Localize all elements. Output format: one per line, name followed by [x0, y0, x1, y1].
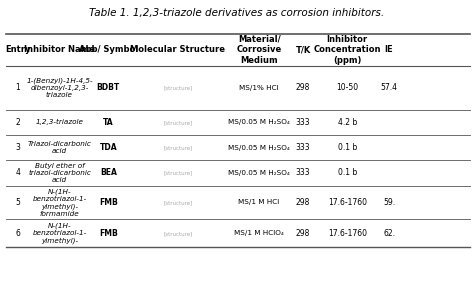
Text: 1,2,3-triazole: 1,2,3-triazole [36, 119, 83, 125]
Text: 10-50: 10-50 [336, 83, 358, 92]
Text: 5: 5 [15, 198, 20, 207]
Text: MS/0.05 M H₂SO₄: MS/0.05 M H₂SO₄ [228, 170, 290, 176]
Text: 298: 298 [296, 83, 310, 92]
Text: Table 1. 1,2,3-triazole derivatives as corrosion inhibitors.: Table 1. 1,2,3-triazole derivatives as c… [90, 9, 384, 18]
Text: BDBT: BDBT [97, 83, 120, 92]
Text: MS/1 M HClO₄: MS/1 M HClO₄ [234, 230, 284, 236]
Text: 333: 333 [296, 143, 310, 152]
Text: 1: 1 [15, 83, 20, 92]
Text: 333: 333 [296, 168, 310, 178]
Text: MS/0.05 M H₂SO₄: MS/0.05 M H₂SO₄ [228, 145, 290, 151]
Text: 3: 3 [15, 143, 20, 152]
Text: N-(1H-
benzotriazol-1-
ylmethyl)-: N-(1H- benzotriazol-1- ylmethyl)- [32, 223, 87, 244]
Text: 62.: 62. [383, 229, 395, 238]
Text: [structure]: [structure] [163, 231, 192, 236]
Text: MS/1% HCl: MS/1% HCl [239, 85, 279, 91]
Text: BEA: BEA [100, 168, 117, 178]
Text: Material/
Corrosive
Medium: Material/ Corrosive Medium [237, 35, 282, 65]
Text: [structure]: [structure] [163, 85, 192, 90]
Text: Inhibitor Name: Inhibitor Name [24, 45, 95, 55]
Text: 298: 298 [296, 198, 310, 207]
Text: 2: 2 [15, 118, 20, 127]
Text: 17.6-1760: 17.6-1760 [328, 198, 367, 207]
Text: FMB: FMB [99, 198, 118, 207]
Text: MS/1 M HCl: MS/1 M HCl [238, 199, 280, 205]
Text: Molecular Structure: Molecular Structure [130, 45, 225, 55]
Text: 298: 298 [296, 229, 310, 238]
Text: 6: 6 [15, 229, 20, 238]
Text: TA: TA [103, 118, 114, 127]
Text: 333: 333 [296, 118, 310, 127]
Text: Abb/ Symbol: Abb/ Symbol [79, 45, 138, 55]
Text: Butyl ether of
triazol-dicarbonic
acid: Butyl ether of triazol-dicarbonic acid [28, 163, 91, 183]
Text: 59.: 59. [383, 198, 395, 207]
Text: T/K: T/K [296, 45, 311, 55]
Text: FMB: FMB [99, 229, 118, 238]
Text: 57.4: 57.4 [381, 83, 398, 92]
Text: N-(1H-
benzotriazol-1-
ylmethyl)-
formamide: N-(1H- benzotriazol-1- ylmethyl)- formam… [32, 188, 87, 216]
Text: IE: IE [385, 45, 393, 55]
Text: 4.2 b: 4.2 b [337, 118, 357, 127]
Text: [structure]: [structure] [163, 145, 192, 150]
Text: 0.1 b: 0.1 b [337, 168, 357, 178]
Text: TDA: TDA [100, 143, 117, 152]
Text: [structure]: [structure] [163, 170, 192, 176]
Text: Triazol-dicarbonic
acid: Triazol-dicarbonic acid [27, 141, 91, 154]
Text: 17.6-1760: 17.6-1760 [328, 229, 367, 238]
Text: Inhibitor
Concentration
(ppm): Inhibitor Concentration (ppm) [313, 35, 381, 65]
Text: [structure]: [structure] [163, 120, 192, 125]
Text: Entry: Entry [5, 45, 30, 55]
Text: 1-(Benzyl)-1H-4,5-
dibenzoyl-1,2,3-
triazole: 1-(Benzyl)-1H-4,5- dibenzoyl-1,2,3- tria… [26, 78, 93, 98]
Text: [structure]: [structure] [163, 200, 192, 205]
Text: 0.1 b: 0.1 b [337, 143, 357, 152]
Text: MS/0.05 M H₂SO₄: MS/0.05 M H₂SO₄ [228, 119, 290, 125]
Text: 4: 4 [15, 168, 20, 178]
